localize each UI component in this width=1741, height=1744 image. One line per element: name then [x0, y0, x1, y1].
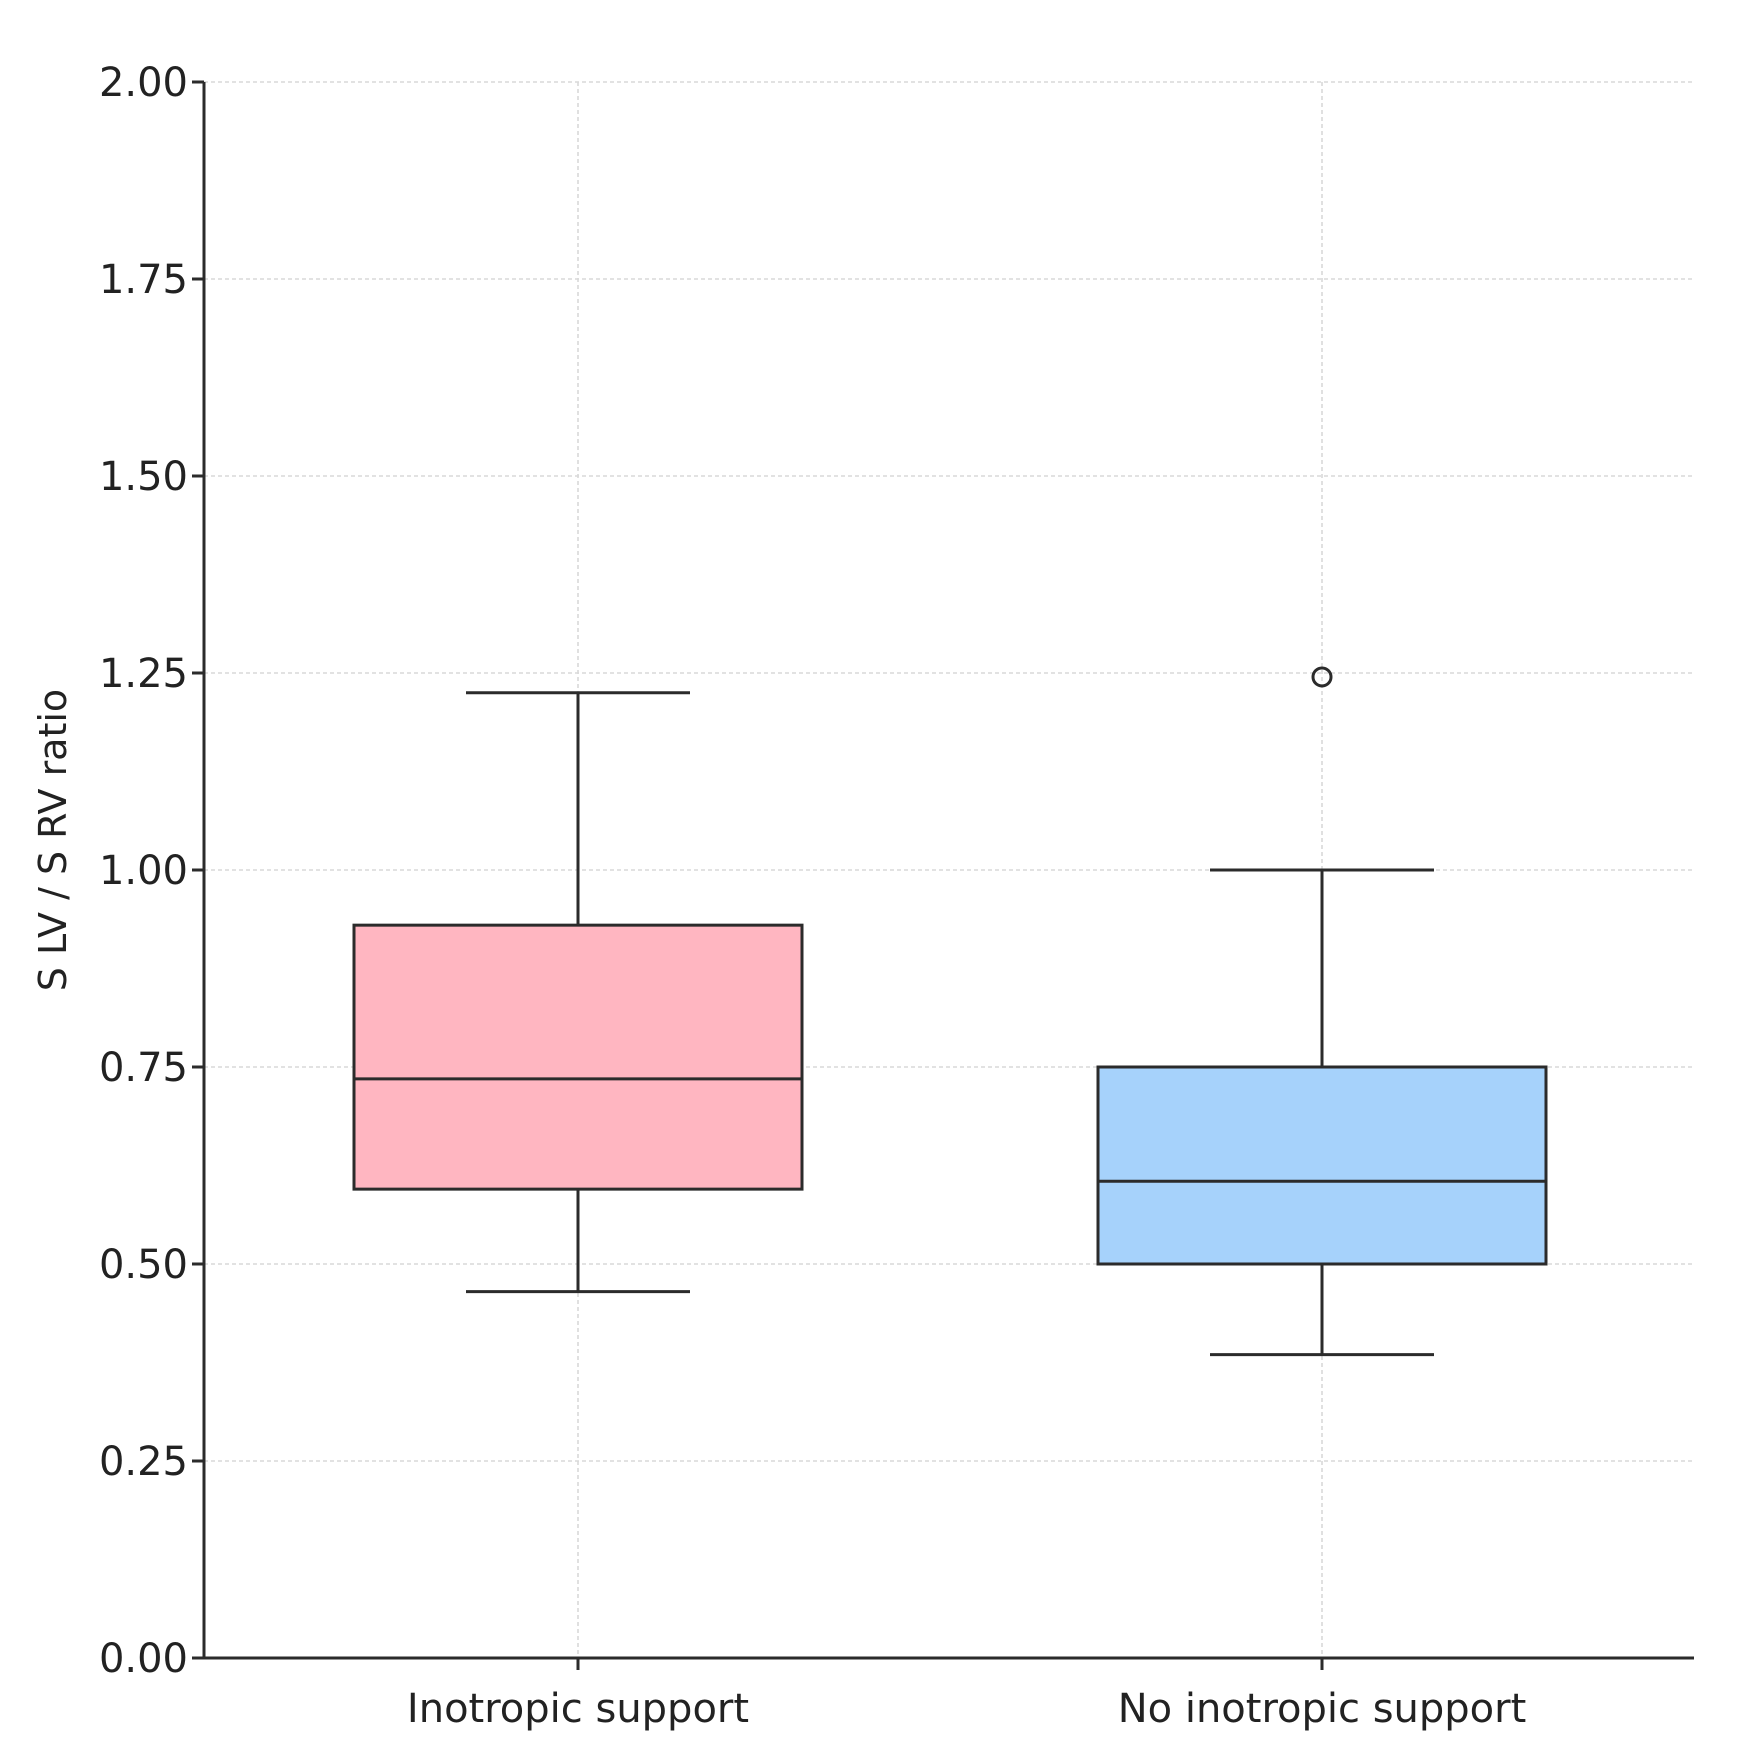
- y-tick-label: 0.25: [99, 1439, 188, 1485]
- x-category-label: Inotropic support: [407, 1686, 749, 1732]
- y-tick-label: 0.00: [99, 1636, 188, 1682]
- y-axis-title: S LV / S RV ratio: [31, 689, 75, 991]
- iqr-box: [352, 923, 804, 1191]
- x-axis-ticks: Inotropic support No inotropic support: [407, 1658, 1526, 1732]
- y-tick-label: 0.75: [99, 1045, 188, 1091]
- y-tick-label: 1.75: [99, 257, 188, 303]
- y-tick-label: 1.25: [99, 651, 188, 697]
- y-tick-label: 0.50: [99, 1242, 188, 1288]
- y-tick-label: 1.00: [99, 848, 188, 894]
- box-group: [1096, 666, 1548, 1357]
- y-tick-label: 1.50: [99, 454, 188, 500]
- x-category-label: No inotropic support: [1118, 1686, 1527, 1732]
- box-plot-series: [352, 666, 1548, 1357]
- grid-lines: [204, 81, 1694, 1659]
- iqr-box: [1096, 1065, 1548, 1266]
- y-axis-ticks: 0.00 0.25 0.50 0.75 1.00 1.25 1.50 1.75 2.00: [99, 60, 204, 1682]
- outlier-point: [1311, 666, 1333, 688]
- y-tick-label: 2.00: [99, 60, 188, 106]
- box-group: [352, 691, 804, 1294]
